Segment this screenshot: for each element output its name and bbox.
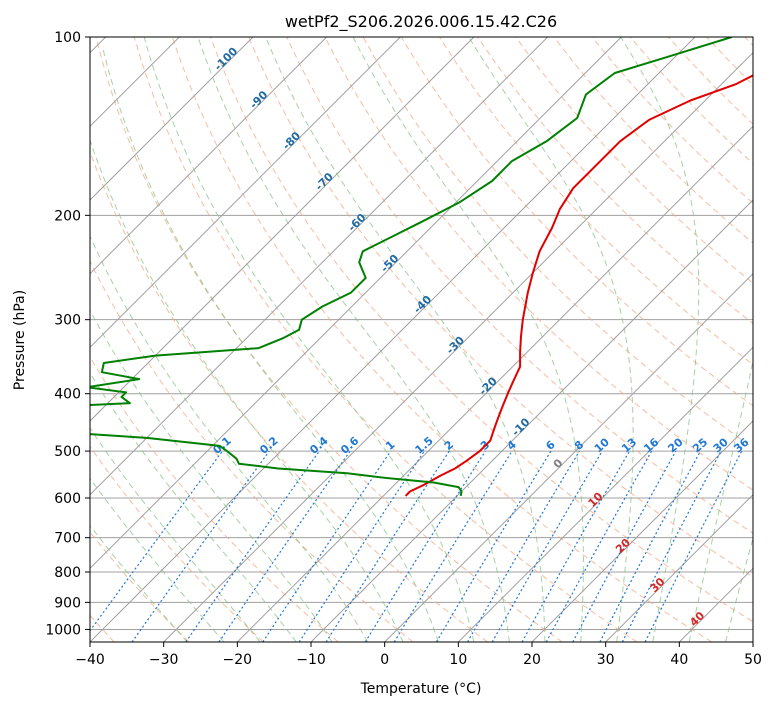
mixing-ratio-line bbox=[364, 450, 486, 642]
moist-adiabat-line bbox=[620, 37, 700, 642]
y-tick-label: 1000 bbox=[45, 622, 81, 638]
y-tick-label: 300 bbox=[54, 313, 81, 329]
moist-adiabat-line bbox=[90, 371, 297, 642]
isotherm-line bbox=[90, 37, 401, 349]
x-tick-label: −30 bbox=[149, 652, 179, 668]
x-tick-label: 30 bbox=[597, 652, 615, 668]
series-line-dewpoint bbox=[90, 37, 733, 497]
isotherm-line bbox=[310, 199, 753, 642]
mixing-ratio-line bbox=[545, 450, 653, 642]
series-line-temperature bbox=[404, 74, 753, 497]
moist-adiabat-line bbox=[143, 37, 475, 642]
dry-adiabat-line bbox=[515, 37, 753, 284]
y-tick-label: 900 bbox=[54, 595, 81, 611]
y-tick-label: 700 bbox=[54, 531, 81, 547]
isotherm-line bbox=[90, 37, 696, 642]
mixing-ratio-line bbox=[572, 450, 677, 642]
moist-adiabat-line bbox=[102, 49, 439, 642]
dry-adiabat-line bbox=[286, 37, 753, 534]
mixing-ratio-lines bbox=[90, 450, 743, 642]
x-tick-label: 0 bbox=[380, 652, 389, 668]
mixing-ratio-line bbox=[298, 450, 425, 642]
x-tick-label: −10 bbox=[296, 652, 326, 668]
y-tick-label: 600 bbox=[54, 491, 81, 507]
plot-area: -100-90-80-70-60-50-40-30-20-10010203040… bbox=[90, 37, 753, 642]
isotherm-line bbox=[236, 125, 753, 642]
dry-adiabat-line bbox=[90, 445, 264, 642]
mixing-ratio-line bbox=[262, 450, 392, 642]
y-tick-label: 400 bbox=[54, 387, 81, 403]
isotherm-line bbox=[531, 420, 753, 642]
plot-frame bbox=[89, 36, 754, 643]
dry-adiabat-line bbox=[90, 259, 414, 642]
moist-adiabat-line bbox=[265, 37, 546, 642]
y-tick-label: 800 bbox=[54, 565, 81, 581]
x-axis-label: Temperature (°C) bbox=[360, 681, 482, 697]
isotherm-gridlines bbox=[90, 37, 753, 642]
mixing-ratio-line bbox=[325, 450, 450, 642]
isotherm-line bbox=[90, 37, 328, 275]
moist-adiabat-line bbox=[688, 358, 753, 642]
mixing-ratio-line bbox=[599, 450, 702, 642]
mixing-ratio-line bbox=[393, 450, 513, 642]
moist-adiabat-line bbox=[90, 309, 333, 642]
mixing-ratio-line bbox=[435, 450, 552, 642]
moist-adiabat-line bbox=[90, 427, 261, 642]
isotherm-line bbox=[605, 493, 753, 642]
mixing-ratio-line bbox=[644, 450, 743, 642]
x-axis-ticks: −40 −30 −20 −10 0 10 20 30 40 50 bbox=[75, 642, 762, 668]
moist-adiabat-line bbox=[90, 234, 369, 642]
moist-adiabat-line bbox=[725, 536, 753, 642]
isobar-gridlines bbox=[90, 37, 753, 630]
moist-adiabat-line bbox=[90, 477, 225, 642]
isotherm-line bbox=[384, 272, 753, 642]
isotherm-line bbox=[163, 51, 753, 642]
x-tick-label: 50 bbox=[744, 652, 762, 668]
dry-adiabat-line bbox=[324, 37, 753, 491]
dry-adiabat-line bbox=[133, 37, 638, 642]
x-tick-label: 40 bbox=[670, 652, 688, 668]
chart-title: wetPf2_S206.2026.006.15.42.C26 bbox=[285, 12, 557, 32]
mixing-ratio-line bbox=[185, 450, 320, 642]
dry-adiabat-line bbox=[210, 37, 753, 623]
moist-adiabat-line bbox=[90, 138, 404, 642]
x-tick-label: 10 bbox=[449, 652, 467, 668]
x-tick-label: 20 bbox=[523, 652, 541, 668]
isotherm-line bbox=[90, 37, 254, 201]
x-tick-label: −40 bbox=[75, 652, 105, 668]
y-tick-label: 200 bbox=[54, 208, 81, 224]
dry-adiabat-line bbox=[95, 37, 563, 642]
mixing-ratio-line bbox=[131, 450, 270, 642]
moist-adiabat-line bbox=[197, 37, 510, 642]
sounding-series bbox=[90, 37, 753, 497]
mixing-ratio-line bbox=[218, 450, 351, 642]
y-tick-label: 100 bbox=[54, 30, 81, 46]
isotherm-line bbox=[90, 37, 475, 422]
moist-adiabat-line bbox=[352, 37, 584, 642]
y-axis-ticks: 100 200 300 400 500 600 700 800 900 1000 bbox=[45, 30, 90, 638]
x-tick-label: −20 bbox=[223, 652, 253, 668]
isotherm-line bbox=[90, 37, 549, 496]
y-tick-label: 500 bbox=[54, 444, 81, 460]
dry-adiabat-line bbox=[171, 37, 712, 642]
y-axis-label: Pressure (hPa) bbox=[12, 290, 28, 390]
dry-adiabat-line bbox=[248, 37, 753, 578]
mixing-ratio-line bbox=[466, 450, 580, 642]
isotherm-line bbox=[457, 346, 753, 642]
isotherm-line bbox=[90, 37, 622, 570]
